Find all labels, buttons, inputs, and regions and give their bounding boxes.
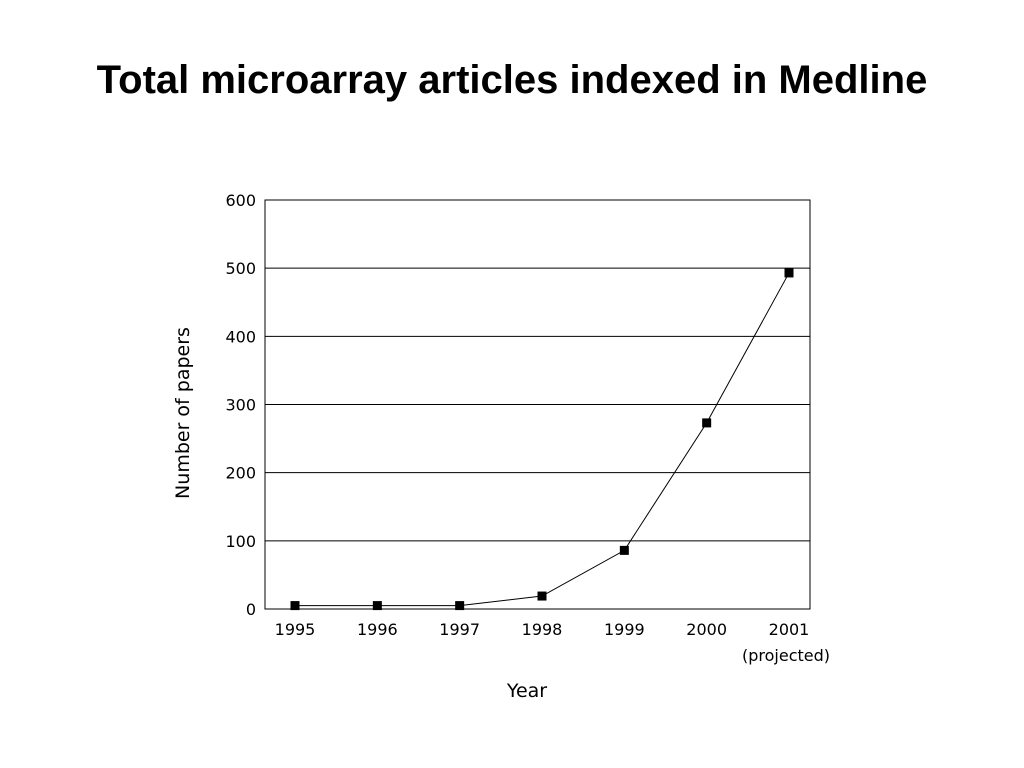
data-point-1995	[290, 601, 300, 611]
x-axis-annotations: (projected)	[742, 646, 830, 665]
y-tick-label: 300	[225, 396, 256, 415]
data-point-2000	[702, 418, 712, 428]
data-point-1998	[537, 591, 547, 601]
x-tick-label: 1997	[439, 620, 480, 639]
x-axis-ticks: 1995 1996 1997 1998 1999 2000 2001	[275, 620, 810, 639]
data-point-1997	[455, 601, 465, 611]
data-point-2001	[784, 268, 794, 278]
grid-lines	[265, 267, 810, 542]
plot-area-frame	[264, 199, 811, 610]
series-line	[295, 272, 790, 607]
y-tick-label: 0	[246, 600, 256, 619]
y-tick-label: 100	[225, 532, 256, 551]
chart-title: Total microarray articles indexed in Med…	[96, 58, 928, 102]
data-point-1996	[372, 601, 382, 611]
x-tick-label: 1998	[522, 620, 563, 639]
x-tick-label: 2001	[769, 620, 810, 639]
x-tick-label: 1995	[275, 620, 316, 639]
y-tick-label: 500	[225, 259, 256, 278]
x-tick-label: 1999	[604, 620, 645, 639]
x-axis-label: Year	[506, 680, 547, 702]
y-axis-ticks: 0 100 200 300 400 500 600	[225, 191, 256, 619]
y-tick-label: 400	[225, 327, 256, 346]
x-tick-label: 2000	[686, 620, 727, 639]
x-tick-label: 1996	[357, 620, 398, 639]
data-point-1999	[619, 545, 629, 555]
x-annotation-label: (projected)	[742, 646, 830, 665]
y-tick-label: 600	[225, 191, 256, 210]
y-tick-label: 200	[225, 464, 256, 483]
y-axis-label: Number of papers	[172, 327, 194, 499]
series-group	[290, 268, 794, 611]
